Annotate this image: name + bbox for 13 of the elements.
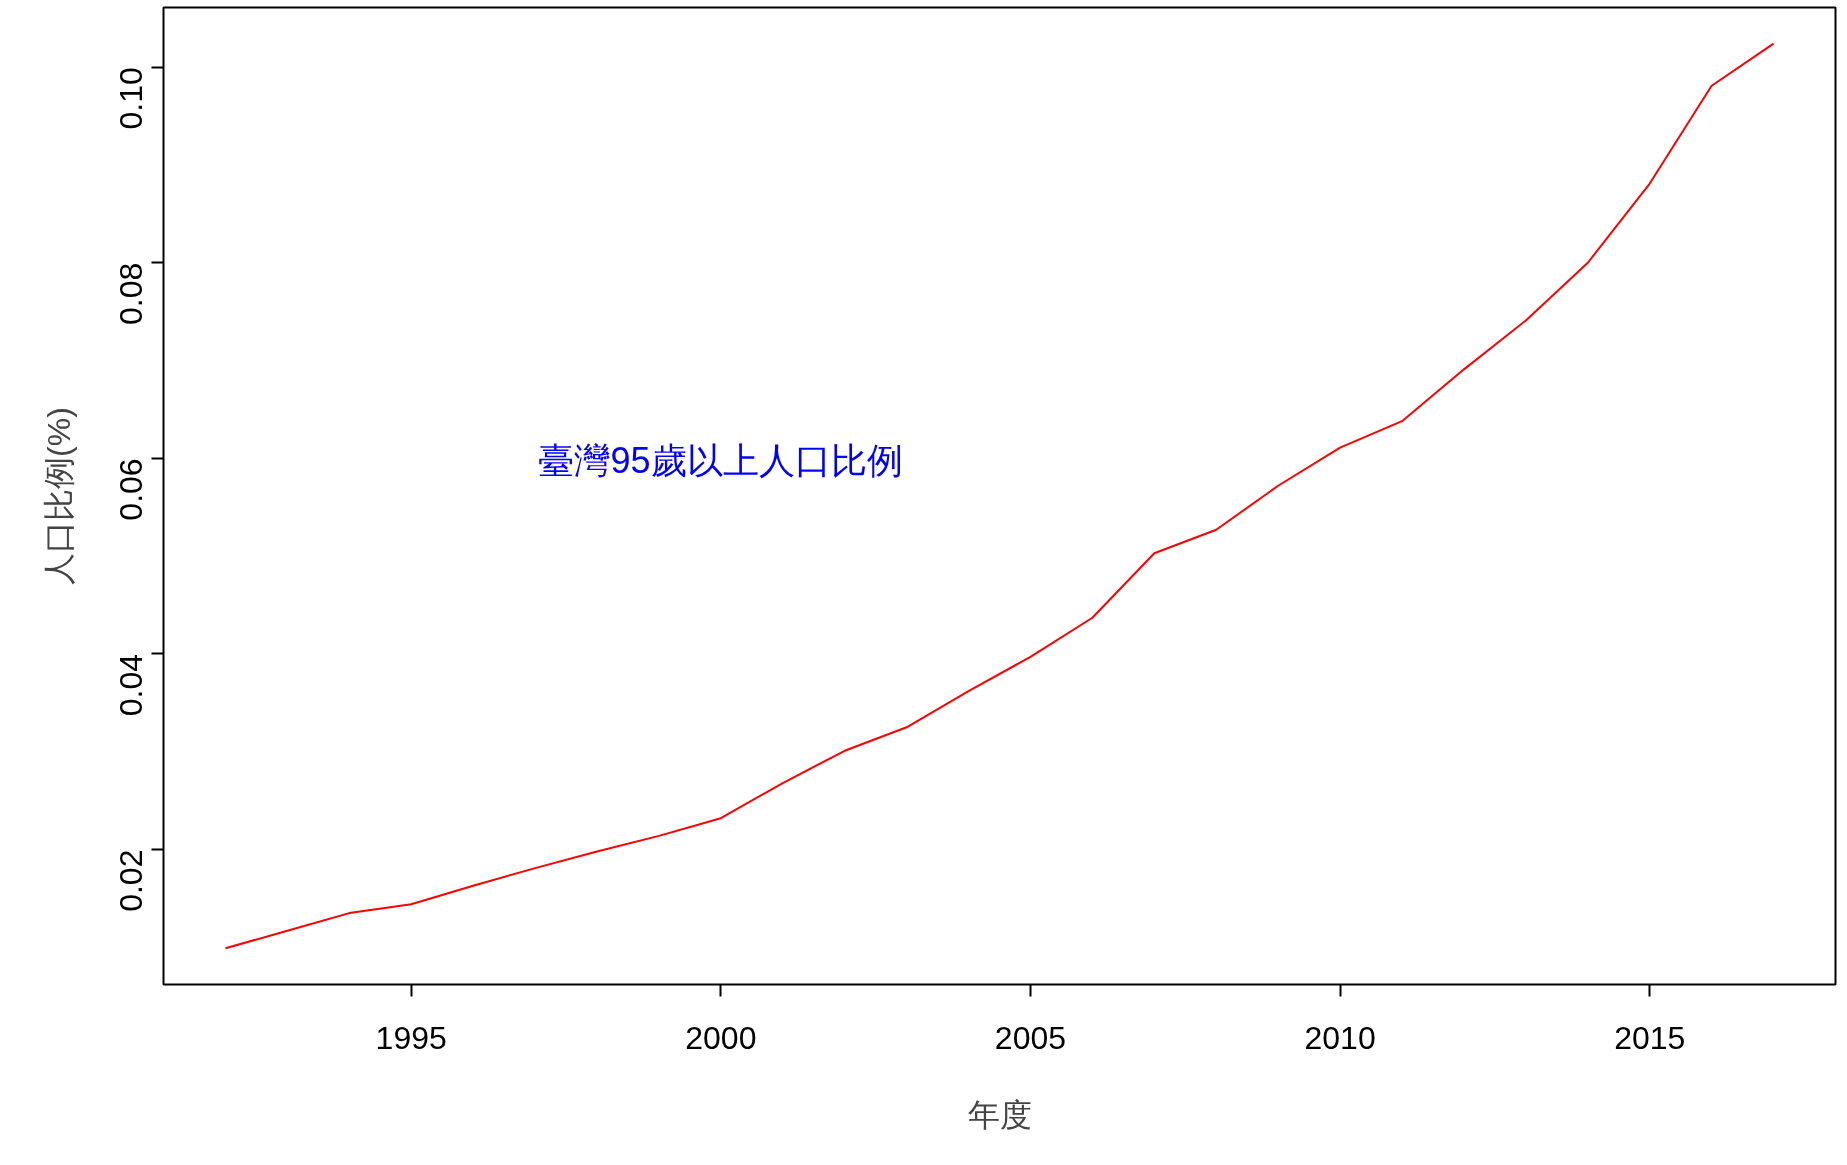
y-tick-label: 0.04 <box>113 653 150 717</box>
x-tick-label: 2000 <box>685 1019 757 1056</box>
y-tick-label: 0.02 <box>113 849 150 912</box>
y-tick-label: 0.10 <box>113 67 150 130</box>
x-tick-label: 2005 <box>994 1019 1067 1056</box>
x-tick-label: 2015 <box>1614 1019 1686 1056</box>
y-tick-label: 0.08 <box>113 262 150 326</box>
x-tick-label: 1995 <box>375 1019 447 1056</box>
x-axis-title: 年度 <box>967 1096 1032 1133</box>
y-axis-title: 人口比例(%) <box>40 407 77 585</box>
y-tick-label: 0.06 <box>113 458 150 521</box>
annotation: 臺灣95歲以上人口比例 <box>538 440 903 481</box>
x-tick-label: 2010 <box>1304 1019 1376 1056</box>
